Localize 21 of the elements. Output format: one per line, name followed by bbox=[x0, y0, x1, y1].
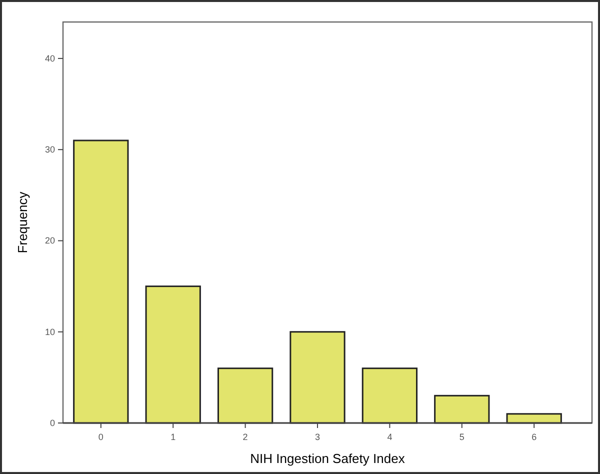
y-tick-label: 30 bbox=[44, 144, 55, 154]
y-axis-title: Frequency bbox=[15, 191, 30, 254]
x-tick-label: 2 bbox=[242, 432, 248, 442]
bar bbox=[362, 368, 418, 424]
bar bbox=[506, 413, 562, 424]
bar bbox=[217, 368, 274, 424]
x-tick-label: 1 bbox=[170, 432, 176, 442]
x-axis-title: NIH Ingestion Safety Index bbox=[250, 451, 406, 466]
y-tick-label: 20 bbox=[44, 236, 55, 246]
bar bbox=[73, 140, 129, 424]
x-tick-label: 4 bbox=[387, 432, 392, 442]
x-tick-label: 6 bbox=[532, 432, 537, 442]
bar bbox=[290, 331, 346, 424]
bar bbox=[434, 394, 490, 424]
x-tick-label: 0 bbox=[98, 432, 104, 442]
x-tick-label: 3 bbox=[314, 432, 320, 442]
x-tick-label: 5 bbox=[459, 432, 464, 442]
y-tick-label: 0 bbox=[50, 418, 55, 428]
y-tick-label: 40 bbox=[44, 53, 55, 64]
bar bbox=[145, 286, 201, 424]
y-tick-label: 10 bbox=[44, 326, 55, 337]
